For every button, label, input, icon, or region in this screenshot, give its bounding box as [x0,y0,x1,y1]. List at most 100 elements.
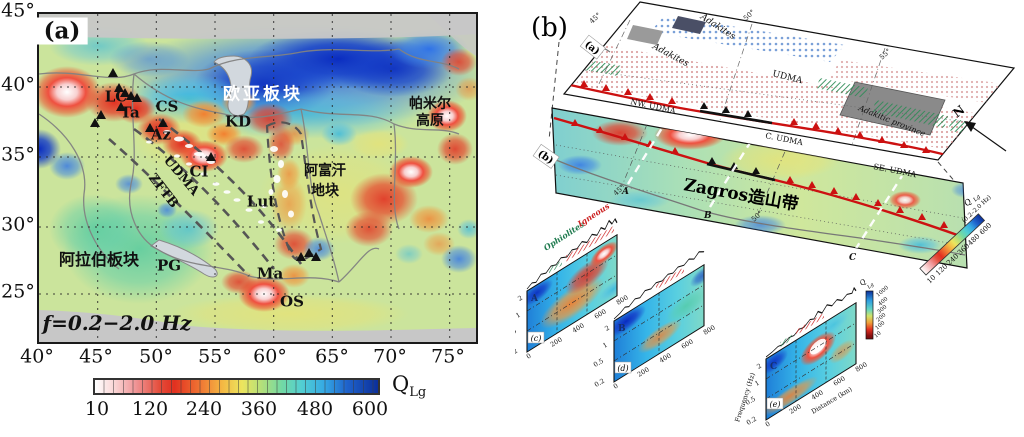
qmap-coastline [555,159,966,256]
tomography-color-field [39,24,476,334]
lat-tick-40: 40° [1,73,35,96]
no-data-gray-mask [39,14,476,342]
label-az: Az [150,125,172,144]
label-pamir-line1: 帕米尔 [409,96,451,112]
lon-tick-50: 50° [139,345,173,368]
udma-boundary-north [133,127,276,270]
mini-cbar-title-sub: Lg [866,282,876,291]
section-c-trace-label: C [849,253,857,263]
cbar-tick-10: 10 [84,398,110,420]
label-eurasian-plate: 欧亚板块 [223,84,303,105]
mini-cbar-title: Q [858,278,868,288]
section-c-tag: (e) [770,400,781,409]
tectonic-boundaries-dashed [108,117,323,277]
label-pg: PG [156,256,182,275]
gray-block-small [672,16,706,34]
lon-tick-60: 60° [253,345,287,368]
label-ma: Ma [256,264,284,283]
lon-tick-65: 65° [315,345,349,368]
ophiolite-band-c [780,334,792,348]
label-igneous: Igneous [575,200,612,229]
zftb-boundary [108,138,250,277]
section-b-letter: B [618,324,626,334]
colorbar-qlg-horizontal [93,378,380,395]
mini-tick-300: 300 [876,304,888,316]
c-freq-2: 2 [755,362,763,371]
mini-tick-400: 400 [877,296,889,308]
salt-white-patches [146,130,294,232]
label-afghan-block-line2: 地块 [311,183,339,199]
label-ta: Ta [120,103,140,122]
lon-tick-70: 70° [373,345,407,368]
section-a-trace-label: A [621,187,629,197]
lon-tick-45: 45° [79,345,113,368]
label-lut: Lut [246,192,276,211]
a-freq-1: 1 [515,311,522,320]
cross-section-c: C (e) 2 1 0.5 0.2 0 200 400 600 800 Freq… [733,278,890,429]
tilted-cbar-title-q: Q [962,197,973,208]
lon-tick-55: 55° [198,345,232,368]
b-freq-05: 0.5 [592,357,605,369]
tilted-cbar-title-sub: Lg [972,194,982,204]
caspian-sea [213,55,253,117]
geologic-sheet: Adakites Adakites UDMA Adakitic province… [562,1,1016,161]
panel-b-3d-view: (b) [515,1,1016,429]
label-afghan-block-line1: 阿富汗 [304,163,346,179]
section-trace-lines [626,117,904,251]
cbar-tick-360: 360 [240,398,278,420]
igneous-band-b [656,267,684,290]
geo-thrust-fault-black-segment [699,109,773,125]
cross-section-a: A (c) Ophiolites Igneous 2 1 0.5 0.2 0 2… [515,200,630,360]
lut-block-outline [265,121,323,262]
colorbar-sections-mini: Q Lg 1000 400 300 200 100 10 [858,278,890,340]
lon-tick-75: 75° [431,345,465,368]
geo-sheet-graticule [584,19,1011,146]
lat-tick-25: 25° [1,280,35,303]
cbar-tick-480: 480 [296,398,334,420]
cross-section-b: B (d) 2 1 0.5 0.2 0 200 400 600 800 [592,251,717,391]
section-b-trace-label: B [703,211,712,221]
volcanics-pink-speckle2 [830,60,1010,105]
persian-gulf [150,239,218,278]
b-freq-2: 2 [603,324,611,333]
c-dist-0: 0 [764,420,772,429]
label-kd: KD [224,112,252,131]
gray-block-light [627,25,663,45]
b-dist-0: 0 [612,382,620,391]
label-lc: LC [104,87,128,106]
section-c-letter: C [770,362,777,372]
a-freq-2: 2 [516,294,524,303]
igneous-band-a [566,225,614,262]
topo-profile-b [613,251,705,320]
mini-tick-1000: 1000 [875,285,890,299]
graticule [39,14,476,342]
label-arabian-plate: 阿拉伯板块 [58,250,140,269]
b-freq-02: 0.2 [593,377,606,389]
mini-tick-200: 200 [875,312,887,324]
panel-b-tag: (b) [531,13,568,43]
cbar-tick-600: 600 [351,398,389,420]
b-freq-1: 1 [601,341,609,350]
mini-tick-100: 100 [874,320,886,332]
c-xlabel-distance: Distance (km) [810,385,854,416]
section-a-tag: (c) [531,334,542,343]
frequency-band-label: f=0.2−2.0 Hz [42,311,192,335]
label-cs: CS [155,97,179,116]
colorbar-qlg-title: QLg [392,372,427,401]
map-canvas [39,14,476,342]
mini-tick-10: 10 [873,330,883,339]
a-freq-05: 0.5 [515,327,518,339]
igneous-band-c [796,312,824,336]
lon-tick-40: 40° [20,345,54,368]
a-freq-02: 0.2 [515,347,519,359]
cbar-tick-240: 240 [185,398,223,420]
seas [150,55,253,278]
label-pamir-line2: 高原 [416,113,444,129]
country-borders [39,48,460,283]
a-dist-0: 0 [525,352,533,361]
lat-tick-35: 35° [1,143,35,166]
map-panel-a [37,12,478,344]
label-os: OS [280,292,304,311]
udma-boundary-south [158,117,303,265]
